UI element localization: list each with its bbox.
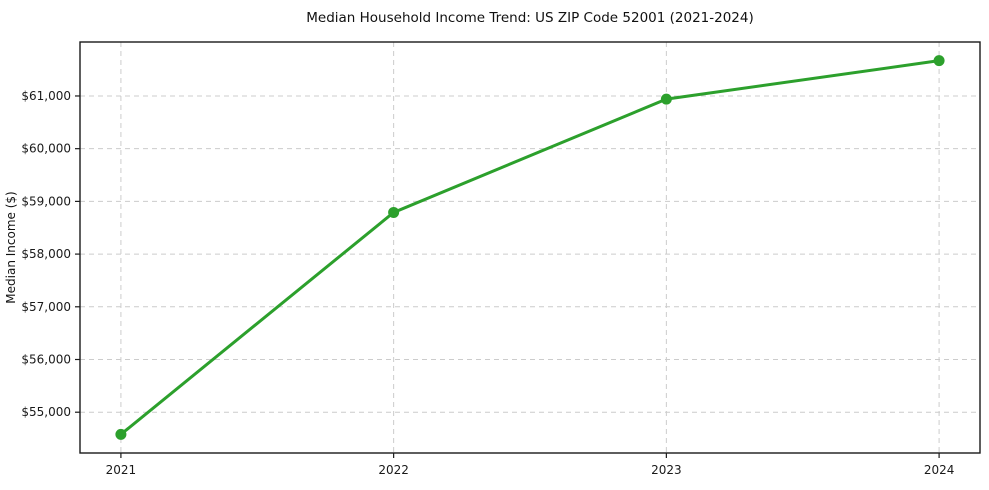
trend-line xyxy=(119,59,941,436)
data-point-2022 xyxy=(388,206,400,218)
chart-title: Median Household Income Trend: US ZIP Co… xyxy=(306,10,754,26)
y-tick-label: $57,000 xyxy=(21,300,71,314)
x-tick-label: 2021 xyxy=(106,463,137,477)
y-tick-label: $61,000 xyxy=(21,89,71,103)
series-layer xyxy=(115,55,945,440)
y-axis-label: Median Income ($) xyxy=(4,191,18,303)
data-point-2024 xyxy=(933,55,945,67)
grid-layer xyxy=(80,42,980,453)
axes-box xyxy=(79,41,981,454)
y-tick-label: $60,000 xyxy=(21,142,71,156)
y-tick-label: $56,000 xyxy=(21,352,71,366)
data-point-2021 xyxy=(115,428,127,440)
y-tick-label: $55,000 xyxy=(21,405,71,419)
data-point-2023 xyxy=(660,93,672,105)
axes-layer: $55,000 $56,000 $57,000 $58,000 $59,000 $60,0… xyxy=(21,41,981,477)
y-tick-label: $59,000 xyxy=(21,194,71,208)
x-tick-label: 2024 xyxy=(924,463,955,477)
x-tick-label: 2022 xyxy=(378,463,409,477)
x-tick-label: 2023 xyxy=(651,463,682,477)
y-tick-label: $58,000 xyxy=(21,247,71,261)
